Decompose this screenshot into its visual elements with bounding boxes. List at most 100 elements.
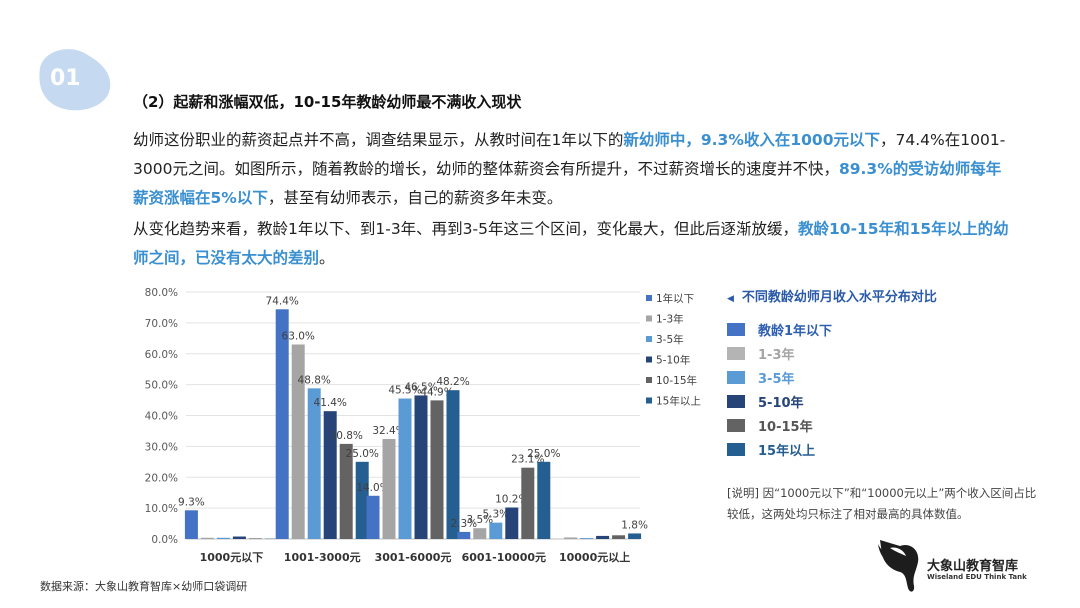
data-label: 23.1% — [511, 454, 544, 466]
data-label: 48.2% — [436, 376, 469, 388]
data-label: 74.4% — [266, 295, 299, 307]
paragraph-2: 从变化趋势来看，教龄1年以下、到1-3年、再到3-5年这三个区间，变化最大，但此… — [133, 215, 1013, 273]
logo-name: 大象山教育智库 — [927, 559, 1019, 574]
paragraph-2-highlight: 教龄10-15年和15年以上的幼师之间，已没有太大的差别 — [133, 220, 1009, 267]
bar — [184, 510, 198, 539]
section-heading: （2）起薪和涨幅双低，10-15年教龄幼师最不满收入现状 — [133, 93, 522, 111]
legend-label: 5-10年 — [656, 354, 690, 367]
legend-label: 1年以下 — [656, 292, 694, 305]
badge-number: 01 — [50, 66, 81, 91]
y-tick-label: 30.0% — [145, 441, 178, 453]
paragraph-2-text-b: 。 — [319, 249, 335, 267]
bar — [307, 388, 321, 539]
bar — [457, 531, 471, 539]
bar — [339, 443, 353, 539]
side-legend-label: 5-10年 — [758, 396, 804, 411]
paragraph-1-text-a: 幼师这份职业的薪资起点并不高，调查结果显示，从教时间在1年以下的 — [133, 131, 624, 149]
bar — [612, 535, 626, 539]
badge-blob-shape — [39, 49, 111, 111]
data-label: 45.5% — [388, 385, 421, 397]
logo-english: Wiseland EDU Think Tank — [927, 573, 1027, 581]
data-source: 数据来源：大象山教育智库×幼师口袋调研 — [40, 580, 248, 593]
side-legend-item: 3-5年 — [727, 368, 927, 388]
bar — [200, 537, 214, 539]
section-badge: 01 — [34, 46, 118, 112]
bar — [430, 400, 444, 539]
bar — [291, 344, 305, 539]
data-label: 41.4% — [314, 397, 347, 409]
data-label: 48.8% — [298, 374, 331, 386]
legend-label: 1-3年 — [656, 313, 684, 326]
side-panel-title-text: 不同教龄幼师月收入水平分布对比 — [741, 290, 937, 305]
legend-swatch — [646, 397, 652, 404]
side-legend-item: 5-10年 — [727, 392, 927, 412]
bar — [596, 535, 610, 539]
legend-label: 10-15年 — [656, 374, 697, 387]
bar — [232, 536, 246, 539]
bar — [323, 411, 337, 539]
data-label: 25.0% — [527, 448, 560, 460]
side-legend-label: 教龄1年以下 — [758, 324, 833, 339]
bar — [216, 537, 230, 539]
legend-swatch — [646, 295, 652, 301]
bar — [446, 390, 460, 539]
data-label: 30.8% — [330, 430, 363, 442]
bar — [537, 461, 551, 539]
triangle-left-icon: ◀ — [727, 294, 734, 304]
bar — [382, 438, 396, 539]
side-legend-swatch — [727, 347, 745, 360]
data-label: 25.0% — [346, 448, 379, 460]
legend-swatch — [646, 315, 652, 322]
side-legend-item: 教龄1年以下 — [727, 320, 927, 340]
y-tick-label: 10.0% — [145, 503, 178, 515]
y-tick-label: 50.0% — [145, 380, 178, 392]
data-label: 46.5% — [404, 381, 437, 393]
bar — [489, 522, 503, 539]
side-legend-label: 3-5年 — [758, 372, 795, 387]
bar — [275, 309, 289, 539]
y-tick-label: 60.0% — [145, 349, 178, 361]
data-label: 2.3% — [450, 518, 477, 530]
y-tick-label: 70.0% — [145, 318, 178, 330]
elephant-logo-icon — [878, 540, 919, 592]
bar — [248, 538, 262, 539]
side-legend-swatch — [727, 443, 745, 456]
bar — [398, 398, 412, 539]
bar — [564, 537, 578, 539]
data-label: 9.3% — [178, 496, 205, 508]
data-label: 63.0% — [282, 330, 315, 342]
data-label: 3.5% — [466, 514, 493, 526]
y-tick-label: 80.0% — [145, 287, 178, 299]
paragraph-2-text-a: 从变化趋势来看，教龄1年以下、到1-3年、再到3-5年这三个区间，变化最大，但此… — [133, 220, 798, 238]
side-panel-title: ◀ 不同教龄幼师月收入水平分布对比 — [727, 286, 937, 305]
bar — [366, 495, 380, 539]
side-legend-swatch — [727, 395, 745, 408]
paragraph-1-highlight-a: 新幼师中，9.3%收入在1000元以下 — [623, 131, 881, 149]
side-legend-item: 10-15年 — [727, 416, 927, 436]
data-label: 32.4% — [372, 425, 405, 437]
chart-note: [说明] 因“1000元以下”和“10000元以上”两个收入区间占比较低，这两处… — [727, 486, 1037, 521]
bar — [355, 461, 369, 539]
data-label: 1.8% — [621, 519, 648, 531]
x-category-label: 10000元以上 — [559, 550, 630, 564]
side-legend-swatch — [727, 323, 745, 336]
x-category-label: 1000元以下 — [200, 551, 264, 564]
legend-swatch — [646, 356, 652, 363]
side-legend-label: 1-3年 — [758, 348, 795, 363]
side-legend-label: 15年以上 — [758, 444, 816, 459]
side-legend-swatch — [727, 371, 745, 384]
y-tick-label: 0.0% — [151, 534, 178, 546]
side-legend-swatch — [727, 419, 745, 432]
paragraph-1-text-b: ，74.4%在1001-3000元之间。如图所示，随着教龄的增长，幼师的整体薪资… — [133, 131, 1006, 178]
side-legend-label: 10-15年 — [758, 420, 813, 435]
side-legend-item: 1-3年 — [727, 344, 927, 364]
income-bar-chart: 0.0% 10.0% 20.0% 30.0% 40.0% 50.0% 60.0% 70.0% 8… — [145, 287, 701, 564]
paragraph-1-highlight-b: 89.3%的受访幼师每年薪资涨幅在5%以下 — [133, 160, 1002, 207]
data-label: 44.9% — [420, 386, 453, 398]
bar — [473, 528, 487, 539]
data-label: 5.3% — [482, 509, 509, 521]
legend-swatch — [646, 377, 652, 383]
bar — [628, 533, 642, 539]
bar — [505, 507, 519, 539]
paragraph-1: 幼师这份职业的薪资起点并不高，调查结果显示，从教时间在1年以下的新幼师中，9.3… — [133, 126, 1013, 213]
